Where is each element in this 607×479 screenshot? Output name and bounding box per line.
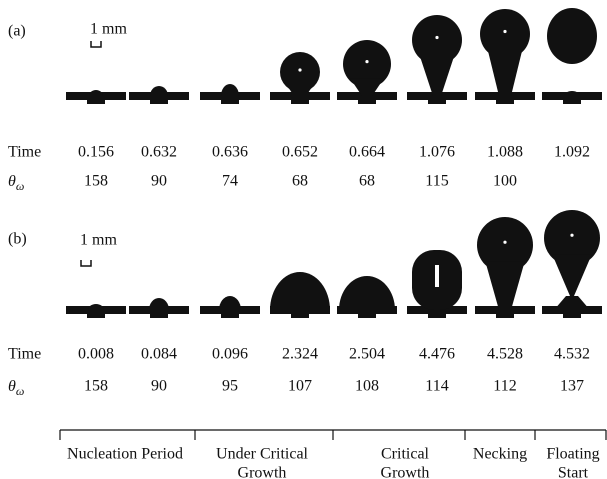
theta-value: 158: [84, 173, 108, 190]
figure-canvas: (a) 1 mm (b) 1 mm Timeθω0.1560.6320.6360…: [0, 0, 607, 479]
theta-value: 68: [359, 173, 375, 190]
substrate-foot: [428, 96, 446, 104]
theta-subscript: ω: [16, 384, 24, 398]
bubble: [219, 296, 241, 310]
theta-value: 95: [222, 378, 238, 395]
phase-label: Start: [558, 465, 589, 479]
phase-label: Growth: [381, 465, 430, 479]
time-value: 0.156: [78, 144, 114, 161]
substrate-foot: [150, 96, 168, 104]
theta-value: 90: [151, 173, 167, 190]
substrate-foot: [291, 310, 309, 318]
row-label: θω: [8, 173, 24, 193]
substrate-foot: [496, 310, 514, 318]
theta-value: 112: [493, 378, 516, 395]
bubble: [547, 8, 597, 64]
bubble-neck: [552, 255, 591, 296]
phase-label: Critical: [381, 446, 430, 463]
bubble: [149, 298, 169, 310]
row-label: Time: [8, 346, 41, 363]
substrate-foot: [291, 96, 309, 104]
substrate-foot: [428, 310, 446, 318]
theta-value: 114: [425, 378, 448, 395]
bubble-highlight: [298, 68, 301, 71]
bubble-neck: [485, 262, 524, 310]
time-value: 0.632: [141, 144, 177, 161]
scale-label: 1 mm: [90, 21, 127, 38]
panel-label: (b): [8, 231, 27, 248]
theta-value: 68: [292, 173, 308, 190]
phase-label: Floating: [546, 446, 599, 463]
time-value: 0.652: [282, 144, 318, 161]
theta-value: 74: [222, 173, 238, 190]
bubble-highlight: [503, 30, 506, 33]
bubble-highlight: [435, 36, 438, 39]
time-value: 0.636: [212, 144, 248, 161]
phase-label: Necking: [473, 446, 527, 463]
phase-label: Growth: [238, 465, 287, 479]
bubble-neck: [488, 49, 523, 96]
theta-value: 100: [493, 173, 517, 190]
theta-symbol: θ: [8, 173, 16, 190]
bubble: [564, 91, 580, 96]
time-value: 0.008: [78, 346, 114, 363]
panel-label: (a): [8, 23, 26, 40]
bubble-highlight: [435, 265, 439, 287]
bubble-neck: [554, 296, 590, 310]
time-value: 0.096: [212, 346, 248, 363]
substrate-foot: [87, 310, 105, 318]
bubble: [150, 86, 168, 96]
theta-value: 107: [288, 378, 312, 395]
substrate-foot: [87, 96, 105, 104]
scale-label: 1 mm: [80, 232, 117, 249]
time-value: 2.504: [349, 346, 385, 363]
scale-bar: [91, 41, 101, 47]
phase-label: Under Critical: [216, 446, 309, 463]
substrate-foot: [221, 310, 239, 318]
time-value: 0.084: [141, 346, 177, 363]
time-value: 4.528: [487, 346, 523, 363]
theta-value: 108: [355, 378, 379, 395]
bubble-highlight: [503, 241, 506, 244]
substrate-foot: [358, 310, 376, 318]
time-value: 4.476: [419, 346, 455, 363]
substrate-foot: [563, 96, 581, 104]
row-label: Time: [8, 144, 41, 161]
figure: (a) 1 mm (b) 1 mm Timeθω0.1560.6320.6360…: [0, 0, 607, 479]
row-label: θω: [8, 378, 24, 398]
substrate-foot: [150, 310, 168, 318]
bubble: [270, 272, 330, 310]
theta-subscript: ω: [16, 179, 24, 193]
time-value: 0.664: [349, 144, 385, 161]
theta-value: 137: [560, 378, 584, 395]
bubble: [221, 84, 239, 96]
bubble-neck: [420, 55, 455, 96]
time-value: 1.088: [487, 144, 523, 161]
substrate-foot: [496, 96, 514, 104]
theta-value: 158: [84, 378, 108, 395]
bubble-highlight: [570, 234, 573, 237]
substrate-foot: [358, 96, 376, 104]
time-value: 2.324: [282, 346, 318, 363]
bubble: [89, 90, 103, 96]
substrate-foot: [563, 310, 581, 318]
substrate-foot: [221, 96, 239, 104]
phase-label: Nucleation Period: [67, 446, 183, 463]
bubble: [339, 276, 395, 310]
time-value: 4.532: [554, 346, 590, 363]
scale-bar: [81, 260, 91, 266]
bubble: [88, 304, 104, 310]
time-value: 1.076: [419, 144, 455, 161]
bubble-highlight: [365, 60, 368, 63]
time-value: 1.092: [554, 144, 590, 161]
theta-symbol: θ: [8, 378, 16, 395]
theta-value: 90: [151, 378, 167, 395]
theta-value: 115: [425, 173, 448, 190]
